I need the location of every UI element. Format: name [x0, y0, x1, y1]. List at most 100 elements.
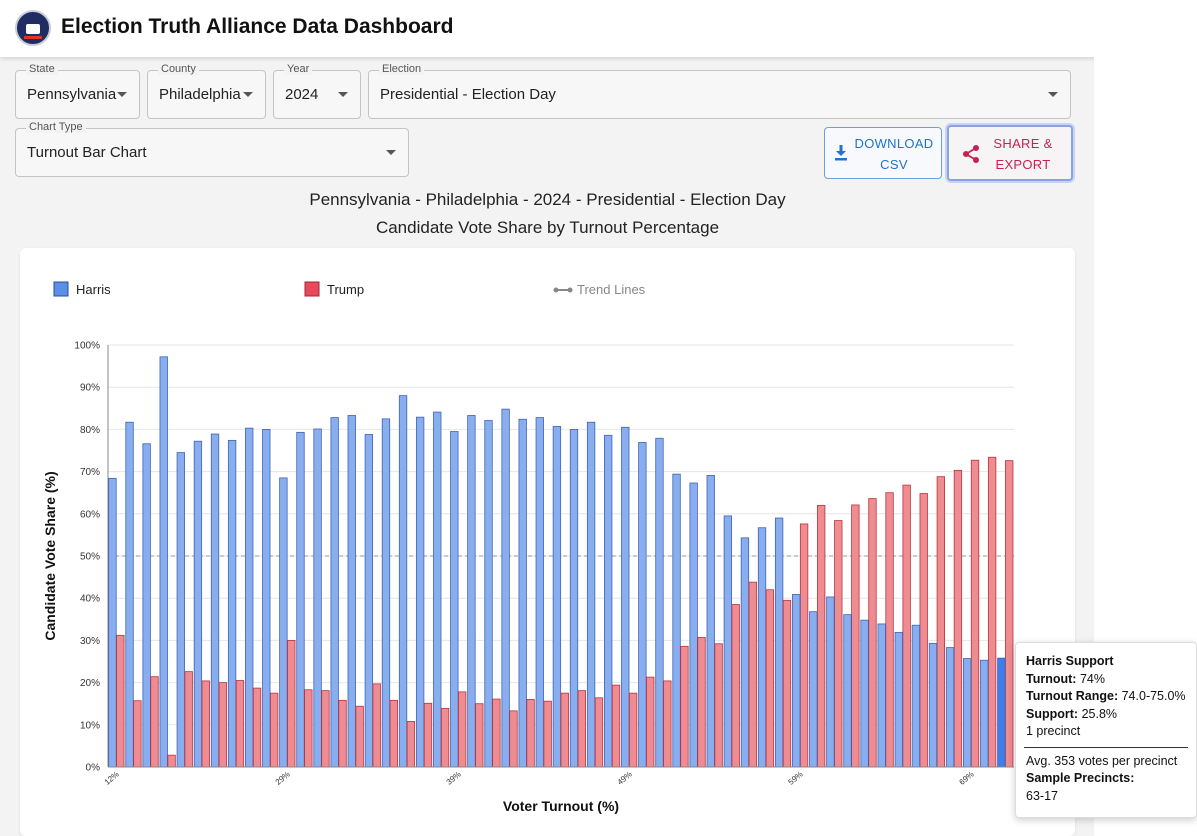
bar-harris[interactable]: [894, 631, 903, 768]
legend-label-trend[interactable]: Trend Lines: [577, 282, 646, 297]
bar-harris[interactable]: [398, 395, 408, 768]
bar-harris[interactable]: [347, 415, 356, 768]
bar-harris[interactable]: [655, 437, 664, 768]
bar-trump[interactable]: [594, 697, 604, 768]
bar-trump[interactable]: [543, 700, 552, 768]
bar-trump[interactable]: [970, 459, 980, 768]
bar-trump[interactable]: [150, 676, 159, 768]
bar-trump[interactable]: [628, 692, 638, 768]
chart-type-select[interactable]: Chart Type Turnout Bar Chart: [15, 121, 409, 177]
bar-trump[interactable]: [184, 671, 193, 768]
bar-harris[interactable]: [262, 428, 271, 768]
bar-trump[interactable]: [133, 700, 142, 768]
bar-trump[interactable]: [201, 680, 210, 768]
bar-harris[interactable]: [364, 434, 374, 768]
bar-harris[interactable]: [415, 416, 425, 768]
bar-trump[interactable]: [526, 699, 535, 768]
bar-harris[interactable]: [757, 527, 767, 768]
bar-trump[interactable]: [714, 643, 723, 768]
bar-trump[interactable]: [799, 523, 809, 768]
bar-trump[interactable]: [663, 680, 672, 768]
bar-harris[interactable]: [672, 473, 681, 768]
bar-trump[interactable]: [680, 645, 689, 768]
bar-trump[interactable]: [287, 640, 296, 768]
bar-harris[interactable]: [792, 594, 801, 768]
legend-swatch-harris[interactable]: [53, 281, 69, 297]
bar-trump[interactable]: [167, 754, 176, 768]
bar-harris[interactable]: [877, 623, 886, 768]
bar-trump[interactable]: [697, 637, 706, 768]
bar-trump[interactable]: [389, 699, 398, 768]
bar-harris[interactable]: [535, 417, 544, 768]
bar-trump[interactable]: [440, 707, 450, 768]
bar-harris[interactable]: [484, 420, 493, 768]
bar-harris[interactable]: [433, 411, 442, 768]
bar-trump[interactable]: [765, 589, 775, 768]
bar-harris[interactable]: [809, 611, 818, 768]
bar-trump[interactable]: [492, 698, 501, 768]
bar-trump[interactable]: [372, 683, 381, 768]
bar-trump[interactable]: [475, 703, 484, 768]
bar-trump[interactable]: [902, 484, 911, 768]
bar-trump[interactable]: [987, 456, 997, 768]
bar-trump[interactable]: [338, 699, 347, 768]
bar-harris[interactable]: [638, 442, 647, 768]
bar-harris[interactable]: [245, 427, 254, 768]
bar-harris[interactable]: [467, 415, 476, 768]
bar-harris[interactable]: [586, 421, 596, 768]
bar-harris[interactable]: [296, 431, 305, 768]
legend-swatch-trump[interactable]: [304, 281, 320, 297]
bar-trump[interactable]: [748, 581, 757, 768]
bar-harris[interactable]: [826, 596, 835, 768]
bar-harris[interactable]: [723, 515, 733, 768]
bar-harris[interactable]: [604, 434, 613, 768]
legend-label-trump[interactable]: Trump: [327, 282, 364, 297]
bar-trump[interactable]: [252, 687, 262, 768]
bar-trump[interactable]: [646, 676, 655, 768]
bar-harris[interactable]: [621, 426, 630, 768]
bar-harris[interactable]: [569, 428, 579, 768]
bar-harris[interactable]: [279, 477, 288, 768]
bar-trump[interactable]: [1005, 460, 1014, 768]
bar-harris[interactable]: [210, 433, 220, 768]
bar-harris[interactable]: [518, 418, 527, 768]
bar-trump[interactable]: [868, 498, 877, 768]
state-select[interactable]: State Pennsylvania: [15, 63, 140, 119]
bar-harris[interactable]: [963, 658, 972, 768]
bar-harris[interactable]: [381, 418, 391, 768]
bar-trump[interactable]: [406, 721, 416, 768]
bar-trump[interactable]: [321, 690, 330, 768]
bar-trump[interactable]: [355, 705, 364, 768]
bar-trump[interactable]: [423, 702, 433, 768]
bar-harris[interactable]: [911, 624, 921, 768]
bar-trump[interactable]: [304, 689, 313, 768]
bar-trump[interactable]: [885, 492, 894, 768]
bar-harris[interactable]: [313, 428, 322, 768]
bar-harris[interactable]: [142, 443, 151, 768]
download-csv-button[interactable]: DOWNLOAD CSV: [824, 127, 942, 179]
bar-harris[interactable]: [108, 477, 117, 768]
bar-trump[interactable]: [953, 469, 963, 768]
bar-harris[interactable]: [227, 439, 237, 768]
county-select[interactable]: County Philadelphia: [147, 63, 266, 119]
bar-trump[interactable]: [834, 520, 843, 768]
bar-trump[interactable]: [116, 634, 125, 768]
bar-trump[interactable]: [936, 476, 946, 768]
bar-trump[interactable]: [851, 504, 860, 768]
bar-trump[interactable]: [731, 604, 740, 768]
bar-trump[interactable]: [817, 504, 826, 768]
bar-harris[interactable]: [740, 537, 750, 768]
bar-harris[interactable]: [706, 474, 715, 768]
bar-harris[interactable]: [980, 659, 989, 768]
bar-harris[interactable]: [860, 619, 869, 768]
bar-harris[interactable]: [159, 356, 168, 768]
bar-harris[interactable]: [176, 452, 185, 768]
bar-harris[interactable]: [928, 642, 938, 768]
bar-harris[interactable]: [843, 614, 852, 768]
bar-harris[interactable]: [193, 440, 203, 768]
bar-harris[interactable]: [689, 482, 698, 768]
legend-label-harris[interactable]: Harris: [76, 282, 111, 297]
election-select[interactable]: Election Presidential - Election Day: [368, 63, 1071, 119]
bar-harris[interactable]: [330, 417, 339, 768]
bar-trump[interactable]: [269, 692, 279, 768]
